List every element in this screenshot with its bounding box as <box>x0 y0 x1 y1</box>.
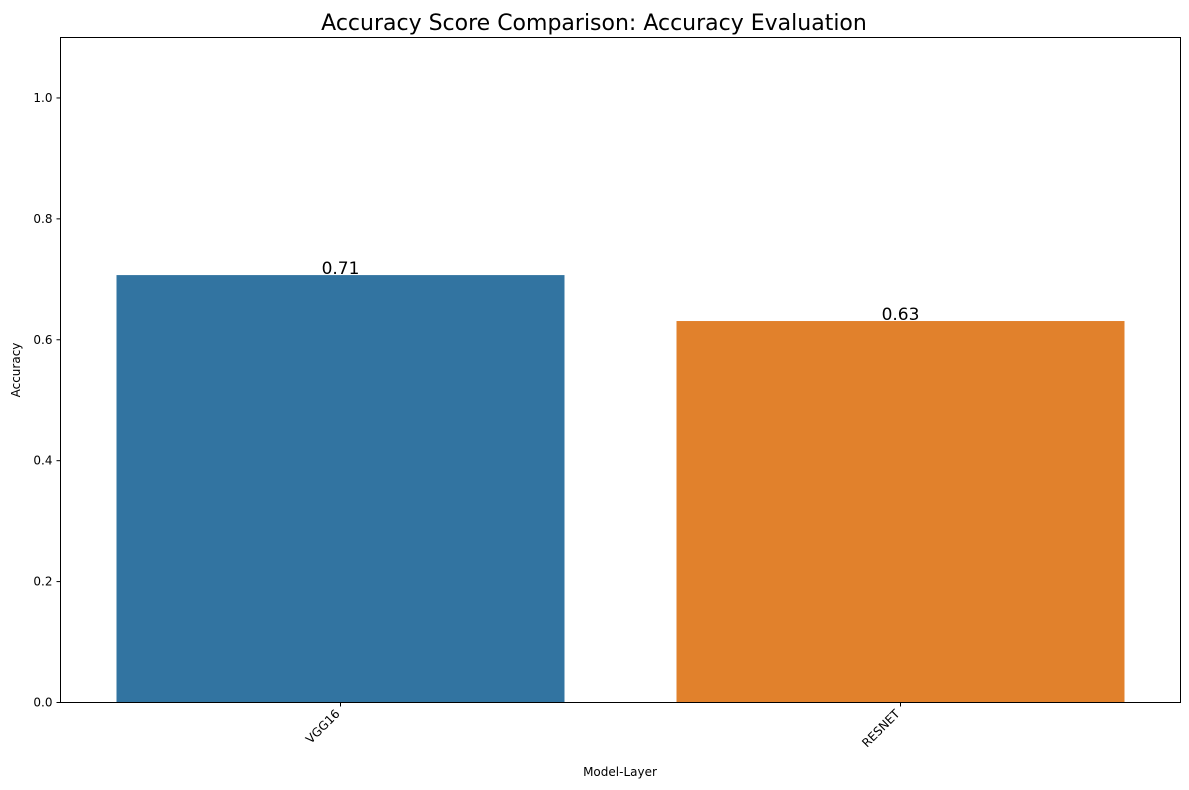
y-axis-label: Accuracy <box>9 343 23 398</box>
bar-resnet <box>676 321 1125 703</box>
y-tick-label: 0.0 <box>33 696 52 710</box>
bars-group <box>116 275 1125 703</box>
x-axis-label: Model-Layer <box>583 765 657 779</box>
plot-frame <box>60 37 1181 703</box>
x-tick-label-resnet: RESNET <box>859 706 903 750</box>
y-tick-label: 0.6 <box>33 333 52 347</box>
y-tick-label: 0.4 <box>33 454 52 468</box>
y-tick-label: 0.8 <box>33 212 52 226</box>
x-tick-label-vgg16: VGG16 <box>303 707 343 747</box>
data-label-resnet: 0.63 <box>882 305 920 325</box>
chart-title: Accuracy Score Comparison: Accuracy Eval… <box>321 11 867 36</box>
y-tick-label: 0.2 <box>33 575 52 589</box>
y-axis: 0.0 0.2 0.4 0.6 0.8 1.0 <box>33 91 61 710</box>
data-labels-group: 0.71 0.63 <box>322 259 920 325</box>
data-label-vgg16: 0.71 <box>322 259 360 279</box>
bar-vgg16 <box>116 275 565 703</box>
y-tick-label: 1.0 <box>33 91 52 105</box>
x-axis: VGG16 RESNET <box>303 702 903 750</box>
